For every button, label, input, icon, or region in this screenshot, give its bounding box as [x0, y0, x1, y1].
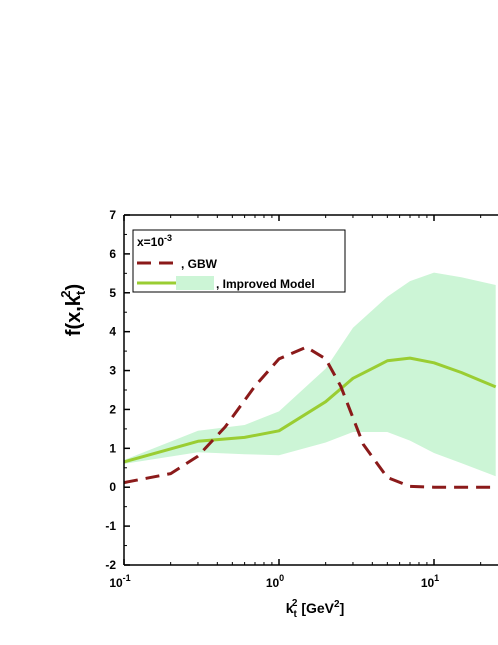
x-axis-label-sub: t: [294, 609, 298, 620]
x-tick-label: 10-1: [109, 573, 130, 590]
y-axis-label-sub: t: [73, 290, 88, 295]
x-tick-label-exp: -1: [123, 573, 131, 583]
x-axis-label-sup: 2: [292, 598, 298, 609]
plot-area: [124, 272, 497, 489]
legend-title: x=10-3: [137, 233, 172, 249]
x-tick-label: 101: [421, 573, 439, 590]
legend-gbw-label: , GBW: [181, 257, 218, 271]
y-tick-label: 3: [109, 364, 116, 378]
legend-title-base: x=10: [137, 235, 164, 249]
x-tick-label: 100: [266, 573, 284, 590]
y-axis-label-sup: 2: [58, 290, 73, 297]
x-axis-label-main: k: [286, 600, 294, 616]
y-tick-label: 6: [109, 247, 116, 261]
y-tick-label: 0: [109, 480, 116, 494]
y-tick-label: -2: [105, 558, 116, 572]
y-tick-label: 1: [109, 441, 116, 455]
legend: x=10-3 , GBW , Improved Model: [132, 229, 346, 293]
legend-title-exp: -3: [164, 233, 172, 243]
x-tick-label-base: 10: [421, 576, 435, 590]
y-tick-label: 7: [109, 208, 116, 222]
y-tick-label: 2: [109, 402, 116, 416]
y-tick-label: -1: [105, 519, 116, 533]
x-tick-label-base: 10: [266, 576, 280, 590]
x-axis-label-unit-sup: 2: [334, 599, 340, 610]
x-axis-label-unit-open: [GeV: [297, 600, 334, 616]
x-axis-label: kt2 [GeV2]: [286, 598, 345, 620]
gbw-line: [124, 345, 496, 489]
y-tick-label: 4: [109, 325, 116, 339]
axis-labels: kt2 [GeV2] f(x,kt2): [58, 284, 344, 620]
x-tick-label-base: 10: [109, 576, 123, 590]
x-tick-label-exp: 1: [434, 573, 439, 583]
legend-improved-label: , Improved Model: [216, 277, 315, 291]
y-axis-label-close: ): [63, 284, 85, 291]
x-axis-label-unit-close: ]: [340, 600, 345, 616]
improved-model-band: [124, 272, 496, 477]
x-tick-label-exp: 0: [279, 573, 284, 583]
legend-band-swatch: [176, 276, 214, 290]
y-axis-label-main: f(x,k: [63, 294, 85, 336]
y-tick-label: 5: [109, 286, 116, 300]
y-axis-label: f(x,kt2): [58, 284, 88, 336]
improved-model-line: [124, 356, 497, 464]
